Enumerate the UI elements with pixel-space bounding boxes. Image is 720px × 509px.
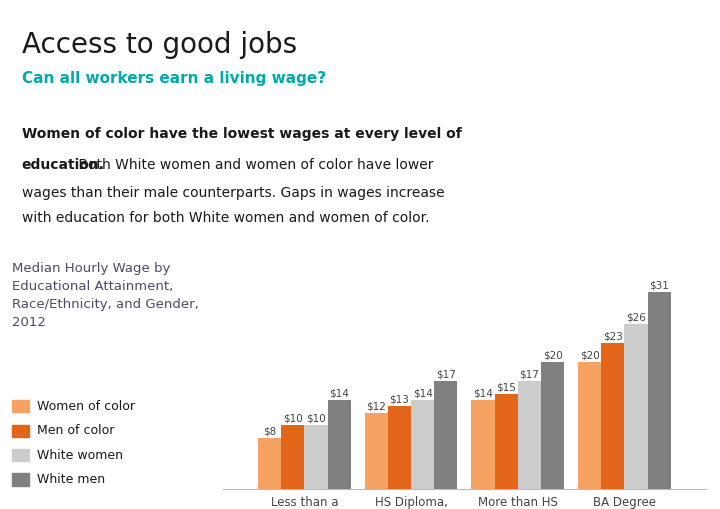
Text: Women of color have the lowest wages at every level of: Women of color have the lowest wages at … [22,127,462,142]
Text: Men of color: Men of color [37,424,114,437]
Bar [12,449,29,461]
Bar [12,400,29,412]
Text: $23: $23 [603,331,623,342]
Text: $8: $8 [263,427,276,436]
Text: $12: $12 [366,401,386,411]
Bar [282,426,305,489]
Bar [541,362,564,489]
Bar [258,438,282,489]
Bar [388,406,411,489]
Text: Median Hourly Wage by
Educational Attainment,
Race/Ethnicity, and Gender,
2012: Median Hourly Wage by Educational Attain… [12,262,198,329]
Text: Both White women and women of color have lower: Both White women and women of color have… [74,158,433,172]
Text: $10: $10 [306,414,326,424]
Text: $20: $20 [580,351,600,360]
Bar [472,400,495,489]
Text: $14: $14 [473,388,493,399]
Text: $20: $20 [543,351,562,360]
Bar [601,343,624,489]
Bar [434,381,457,489]
Bar [305,426,328,489]
Text: Access to good jobs: Access to good jobs [22,31,297,59]
Text: $31: $31 [649,281,669,291]
Bar [12,473,29,486]
Text: $15: $15 [496,382,516,392]
Text: education.: education. [22,158,104,172]
Text: with education for both White women and women of color.: with education for both White women and … [22,211,429,225]
Text: $10: $10 [283,414,302,424]
Bar [578,362,601,489]
Bar [495,394,518,489]
Text: $17: $17 [519,370,539,380]
Bar [12,425,29,437]
Bar [328,400,351,489]
Bar [647,293,671,489]
Text: $14: $14 [413,388,433,399]
Text: $17: $17 [436,370,456,380]
Text: White men: White men [37,473,106,486]
Bar [518,381,541,489]
Text: $14: $14 [329,388,349,399]
Text: White women: White women [37,448,123,462]
Text: Women of color: Women of color [37,400,135,413]
Text: wages than their male counterparts. Gaps in wages increase: wages than their male counterparts. Gaps… [22,186,444,200]
Text: Can all workers earn a living wage?: Can all workers earn a living wage? [22,71,325,86]
Bar [624,324,647,489]
Text: $26: $26 [626,313,646,323]
Text: $13: $13 [390,395,410,405]
Bar [364,413,388,489]
Bar [411,400,434,489]
